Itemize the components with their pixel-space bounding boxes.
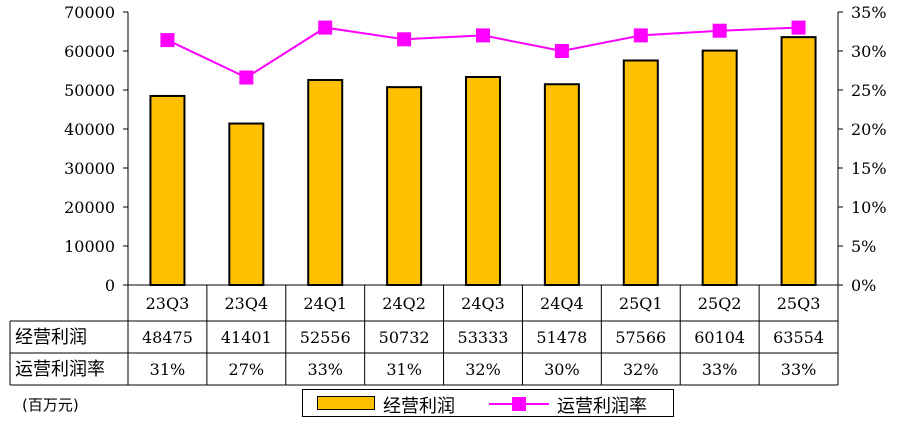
- line-series: [160, 20, 806, 85]
- line-marker: [239, 70, 254, 85]
- category-label: 25Q3: [777, 294, 821, 313]
- bar: [780, 36, 817, 286]
- y-tick-label-right: 5%: [851, 237, 876, 256]
- line-marker: [160, 33, 175, 48]
- y-tick-label-right: 30%: [851, 42, 887, 61]
- y-tick-label-left: 60000: [64, 42, 115, 61]
- y-tick-label-left: 0: [105, 276, 115, 295]
- table-cell: 41401: [221, 328, 272, 347]
- y-tick-label-right: 35%: [851, 3, 887, 22]
- table-cell: 27%: [229, 360, 265, 379]
- bar: [228, 122, 265, 286]
- category-label: 23Q3: [146, 294, 190, 313]
- y-tick-label-left: 20000: [64, 198, 115, 217]
- bar: [386, 86, 423, 286]
- table-cell: 32%: [623, 360, 659, 379]
- table-cell: 31%: [386, 360, 422, 379]
- legend-line-label: 运营利润率: [557, 396, 647, 417]
- bar: [622, 59, 659, 286]
- bar: [701, 49, 738, 286]
- y-tick-label-right: 0%: [851, 276, 876, 295]
- line-marker: [791, 20, 806, 35]
- bar: [543, 83, 580, 287]
- table-cell: 33%: [781, 360, 817, 379]
- table-cell: 53333: [458, 328, 509, 347]
- y-tick-label-left: 30000: [64, 159, 115, 178]
- table-cell: 33%: [702, 360, 738, 379]
- table-row-label: 经营利润: [15, 327, 87, 348]
- table-cell: 63554: [773, 328, 824, 347]
- table-cell: 52556: [300, 328, 351, 347]
- bar-series: [149, 36, 817, 287]
- table-cell: 31%: [150, 360, 186, 379]
- line-marker: [712, 23, 727, 38]
- y-tick-label-right: 20%: [851, 120, 887, 139]
- table-cell: 48475: [142, 328, 193, 347]
- category-label: 25Q1: [619, 294, 663, 313]
- bar: [149, 94, 186, 287]
- unit-label: (百万元): [22, 396, 79, 414]
- table-cell: 60104: [694, 328, 745, 347]
- y-tick-label-left: 50000: [64, 81, 115, 100]
- y-tick-label-left: 70000: [64, 3, 115, 22]
- table-row-label: 运营利润率: [15, 359, 105, 380]
- legend-line-marker: [512, 397, 526, 411]
- line-marker: [397, 32, 412, 47]
- table-cell: 51478: [536, 328, 587, 347]
- category-label: 23Q4: [225, 294, 269, 313]
- data-table: 23Q3 23Q4 24Q1 24Q2 24Q3 24Q4 25Q1 25Q2 25Q3 经营利润…: [9, 284, 839, 386]
- line-marker: [633, 28, 648, 43]
- y-tick-label-right: 25%: [851, 81, 887, 100]
- category-label: 25Q2: [698, 294, 742, 313]
- table-cell: 30%: [544, 360, 580, 379]
- category-label: 24Q2: [382, 294, 426, 313]
- table-cell: 57566: [615, 328, 666, 347]
- line-marker: [476, 28, 490, 43]
- line-marker: [554, 44, 569, 58]
- legend-bar-label: 经营利润: [383, 396, 455, 417]
- table-cell: 33%: [307, 360, 343, 379]
- legend-bar-swatch: [317, 396, 375, 410]
- y-tick-label-left: 10000: [64, 237, 115, 256]
- category-label: 24Q1: [303, 294, 347, 313]
- bar: [465, 76, 501, 286]
- bar: [307, 79, 344, 286]
- table-cell: 50732: [379, 328, 430, 347]
- y-tick-label-right: 15%: [851, 159, 887, 178]
- chart-axes: 0 10000 20000 30000 40000 50000 60000 70000 0% 5%…: [64, 3, 886, 295]
- category-label: 24Q3: [461, 294, 505, 313]
- line-marker: [318, 20, 333, 35]
- y-tick-label-right: 10%: [851, 198, 887, 217]
- category-label: 24Q4: [540, 294, 584, 313]
- legend: 经营利润 运营利润率: [302, 389, 674, 417]
- y-tick-label-left: 40000: [64, 120, 115, 139]
- table-cell: 32%: [465, 360, 501, 379]
